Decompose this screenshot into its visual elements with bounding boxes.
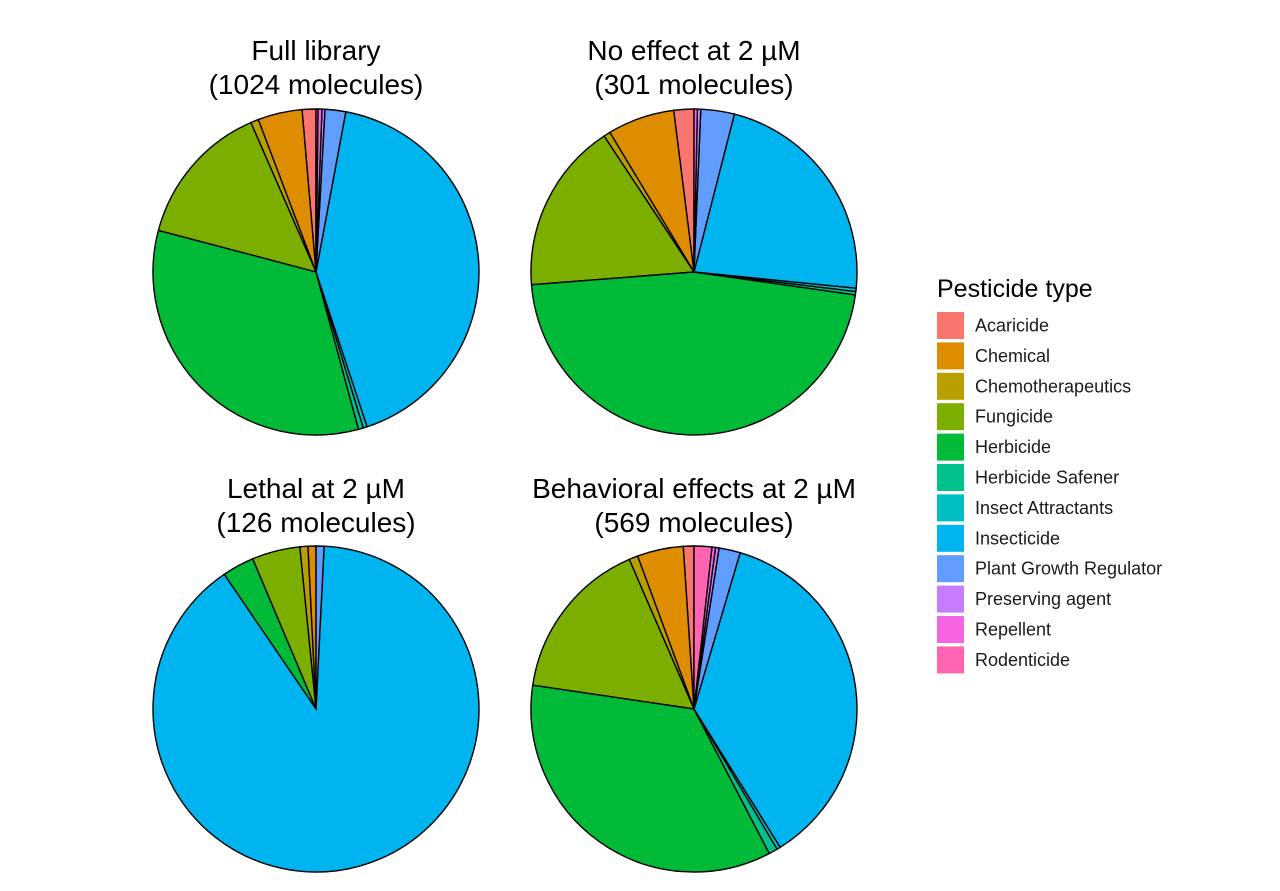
legend-items: Acaricide Chemical Chemotherapeutics Fungic…	[937, 312, 1162, 674]
legend-swatch	[937, 494, 964, 522]
pie-slices-lethal	[152, 545, 480, 873]
legend: Pesticide type Acaricide Chemical Chemothe…	[937, 275, 1162, 674]
legend-swatch	[937, 372, 964, 400]
legend-swatch	[937, 342, 964, 370]
legend-swatch	[937, 555, 964, 583]
pie-title-line2: (126 molecules)	[216, 507, 415, 538]
pie-panel-no-effect: No effect at 2 µM (301 molecules)	[530, 35, 858, 436]
pie-slice-fungicide	[157, 121, 318, 274]
legend-label: Preserving agent	[975, 589, 1111, 609]
pie-slice-herbicide	[530, 684, 771, 873]
legend-item-chemical: Chemical	[937, 342, 1050, 370]
pie-panel-lethal: Lethal at 2 µM (126 molecules)	[152, 473, 480, 873]
legend-label: Acaricide	[975, 316, 1049, 336]
legend-item-preserving-agent: Preserving agent	[937, 585, 1111, 613]
pie-slice-plant-growth-regulator	[315, 545, 325, 710]
legend-swatch	[937, 312, 964, 339]
pie-slice-insecticide	[693, 551, 858, 849]
pie-slice-herbicide	[152, 229, 360, 436]
legend-item-repellent: Repellent	[937, 616, 1051, 643]
legend-item-insecticide: Insecticide	[937, 524, 1060, 552]
pie-slice-repellent	[693, 108, 699, 273]
legend-item-rodenticide: Rodenticide	[937, 646, 1070, 674]
legend-swatch	[937, 464, 964, 491]
legend-label: Herbicide	[975, 437, 1051, 457]
pie-slices-behavioral	[530, 545, 858, 873]
pie-slices-no-effect	[530, 108, 858, 436]
legend-item-herbicide-safener: Herbicide Safener	[937, 464, 1119, 491]
legend-item-acaricide: Acaricide	[937, 312, 1049, 339]
legend-label: Insecticide	[975, 528, 1060, 548]
pie-title-line2: (1024 molecules)	[209, 69, 424, 100]
pie-slice-insecticide	[152, 545, 480, 873]
pie-slice-rodenticide	[315, 108, 319, 273]
legend-item-insect-attractants: Insect Attractants	[937, 494, 1113, 522]
legend-item-plant-growth-regulator: Plant Growth Regulator	[937, 555, 1162, 583]
pie-slice-insecticide	[693, 113, 858, 289]
legend-title: Pesticide type	[937, 275, 1093, 303]
pie-slice-rodenticide	[693, 545, 713, 710]
pie-slice-fungicide	[531, 558, 696, 710]
legend-item-chemotherapeutics: Chemotherapeutics	[937, 372, 1131, 400]
legend-label: Repellent	[975, 620, 1051, 640]
legend-swatch	[937, 403, 964, 431]
pie-panel-full-library: Full library (1024 molecules)	[152, 35, 480, 436]
legend-swatch	[937, 524, 964, 552]
pie-title-line1: Lethal at 2 µM	[227, 473, 405, 504]
legend-label: Chemical	[975, 346, 1050, 366]
pie-title-line2: (569 molecules)	[594, 507, 793, 538]
pie-panel-behavioral: Behavioral effects at 2 µM (569 molecule…	[530, 473, 858, 873]
pie-slice-herbicide	[530, 271, 857, 436]
legend-label: Plant Growth Regulator	[975, 559, 1162, 579]
pie-title-line1: Full library	[251, 35, 380, 66]
legend-label: Herbicide Safener	[975, 468, 1119, 488]
pie-title-line1: Behavioral effects at 2 µM	[532, 473, 856, 504]
legend-label: Chemotherapeutics	[975, 376, 1131, 396]
pie-title-line1: No effect at 2 µM	[587, 35, 800, 66]
pie-slices-full-library	[152, 108, 480, 436]
legend-item-fungicide: Fungicide	[937, 403, 1053, 431]
legend-label: Fungicide	[975, 407, 1053, 427]
legend-swatch	[937, 433, 964, 461]
pie-slice-insecticide	[315, 110, 480, 428]
legend-label: Insect Attractants	[975, 498, 1113, 518]
legend-item-herbicide: Herbicide	[937, 433, 1051, 461]
legend-swatch	[937, 585, 964, 613]
pie-slice-fungicide	[530, 135, 696, 286]
legend-swatch	[937, 616, 964, 643]
legend-swatch	[937, 646, 964, 674]
legend-label: Rodenticide	[975, 650, 1070, 670]
pie-title-line2: (301 molecules)	[594, 69, 793, 100]
